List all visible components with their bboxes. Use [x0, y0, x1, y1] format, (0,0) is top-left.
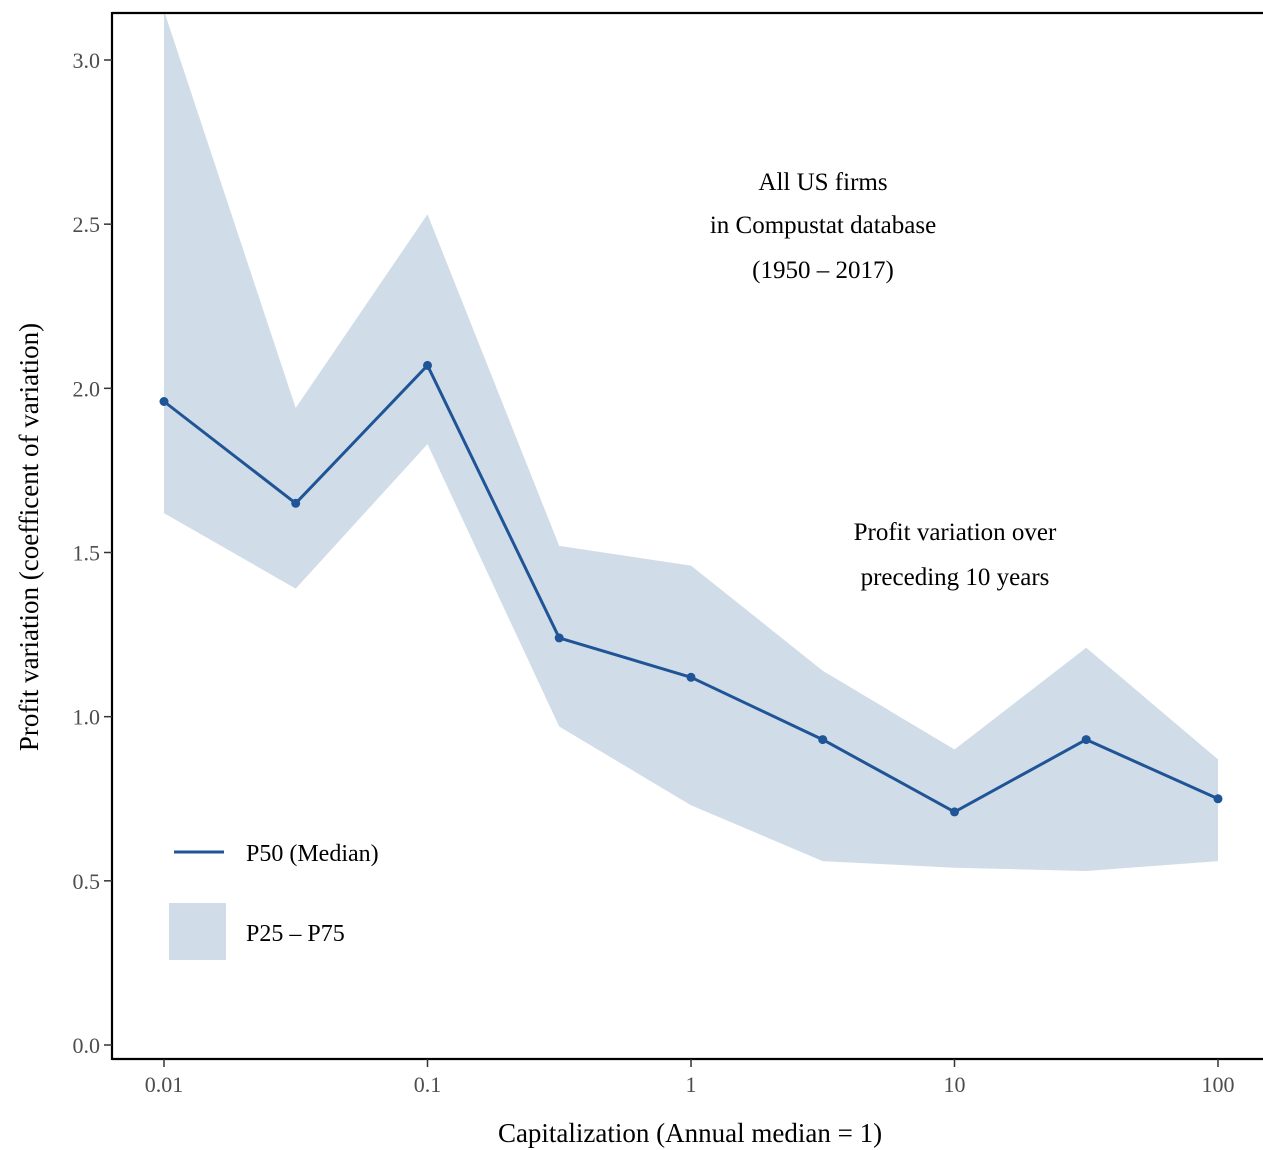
- x-tick-label: 10: [944, 1072, 966, 1097]
- legend-iqr-swatch: [169, 903, 226, 960]
- y-ticks: 0.0 0.5 1.0 1.5 2.0 2.5 3.0: [73, 48, 112, 1058]
- median-point: [686, 672, 696, 682]
- x-tick-label: 100: [1202, 1072, 1235, 1097]
- annotation-measure-line-1: Profit variation over: [854, 519, 1057, 546]
- y-tick-label: 1.0: [73, 705, 101, 730]
- legend-median-label: P50 (Median): [246, 841, 379, 867]
- median-point: [1213, 794, 1223, 804]
- axes: [110, 11, 1263, 1061]
- median-point: [1081, 735, 1091, 745]
- legend-iqr-label: P25 – P75: [246, 921, 345, 947]
- y-tick-label: 0.0: [73, 1033, 101, 1058]
- median-point: [554, 633, 564, 643]
- x-tick-label: 1: [686, 1072, 697, 1097]
- annotation-dataset-line-1: All US firms: [758, 169, 887, 196]
- y-tick-label: 1.5: [73, 541, 101, 566]
- annotation-dataset-line-3: (1950 – 2017): [752, 257, 894, 284]
- median-line-layer: [159, 360, 1223, 817]
- median-point: [423, 360, 432, 370]
- x-tick-label: 0.1: [414, 1072, 442, 1097]
- median-point: [291, 498, 301, 508]
- y-tick-label: 0.5: [73, 869, 101, 894]
- x-tick-label: 0.01: [145, 1072, 184, 1097]
- y-tick-label: 2.0: [73, 376, 101, 401]
- median-point: [950, 807, 959, 817]
- x-ticks: 0.01 0.1 1 10 100: [145, 1059, 1235, 1097]
- y-axis-title: Profit variation (coefficent of variatio…: [14, 323, 44, 751]
- legend: P50 (Median) P25 – P75: [169, 841, 379, 960]
- median-point: [818, 735, 828, 745]
- annotation-measure-line-2: preceding 10 years: [861, 564, 1050, 591]
- y-tick-label: 2.5: [73, 212, 101, 237]
- annotation-dataset-line-2: in Compustat database: [710, 212, 936, 239]
- iqr-band-layer: [164, 10, 1218, 872]
- x-axis-title: Capitalization (Annual median = 1): [498, 1118, 882, 1148]
- y-tick-label: 3.0: [73, 48, 101, 73]
- iqr-band: [164, 10, 1218, 872]
- median-point: [159, 397, 169, 406]
